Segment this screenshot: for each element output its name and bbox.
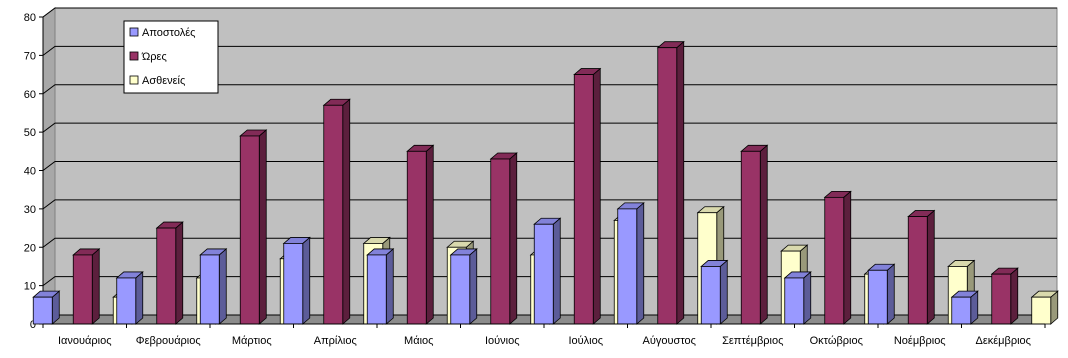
x-tick-label: Ιανουάριος [58,335,112,347]
y-axis: 0 10 20 30 40 50 60 70 80 [24,12,44,331]
bar [199,248,228,325]
x-tick-label: Νοέμβριος [894,335,946,347]
y-tick-label: 20 [24,242,36,254]
x-tick-label: Αύγουστος [643,335,696,347]
bar [783,271,812,325]
x-tick-label: Απρίλιος [314,335,357,347]
bar [322,98,351,325]
bar [406,144,435,325]
bar [449,248,478,325]
x-axis: Ιανουάριος Φεβρουάριος Μάρτιος Απρίλιος Μάιο… [42,323,1046,347]
legend-swatch [129,27,139,37]
bar [700,259,729,325]
bar [239,129,268,325]
y-tick-label: 10 [24,281,36,293]
bar [867,263,896,325]
bars [32,40,1059,325]
y-tick-label: 80 [24,12,36,24]
bar [907,209,936,325]
x-tick-label: Μάιος [404,335,433,347]
x-tick-label: Ιούλιος [568,335,603,347]
x-tick-label: Οκτώβριος [810,335,863,347]
bar [740,144,769,325]
x-tick-label: Δεκέμβριος [976,335,1031,347]
gridline [42,7,1057,18]
y-tick-label: 60 [24,89,36,101]
bar [489,152,518,325]
bar [573,67,602,325]
y-tick-label: 40 [24,166,36,178]
x-tick-label: Σεπτέμβριος [722,335,783,347]
x-tick-label: Ιούνιος [485,335,520,347]
gridline [42,45,1057,56]
bar [656,40,685,325]
y-tick-label: 30 [24,204,36,216]
bar [155,221,184,325]
bar [1030,290,1059,325]
gridline [42,122,1057,133]
bar [72,248,101,325]
legend-swatch [129,75,139,85]
y-tick-label: 50 [24,127,36,139]
y-tick-label: 0 [30,319,36,331]
bar [823,190,852,325]
x-tick-label: Μάρτιος [232,335,272,347]
bar [990,267,1019,325]
legend: Αποστολές Ώρες Ασθενείς [123,20,219,94]
gridline [42,84,1057,95]
x-tick-label: Φεβρουάριος [136,335,201,347]
legend-label: Ώρες [141,51,167,63]
legend-swatch [129,51,139,61]
bar [616,202,645,325]
legend-label: Ασθενείς [142,75,185,87]
bar [533,217,562,325]
legend-box [123,20,219,94]
gridline [42,199,1057,210]
y-tick-label: 70 [24,50,36,62]
legend-label: Αποστολές [142,27,195,39]
bar [366,248,395,325]
bar [282,236,311,325]
bar [950,290,979,325]
bar [32,290,61,325]
bar [115,271,144,325]
gridline [42,161,1057,171]
